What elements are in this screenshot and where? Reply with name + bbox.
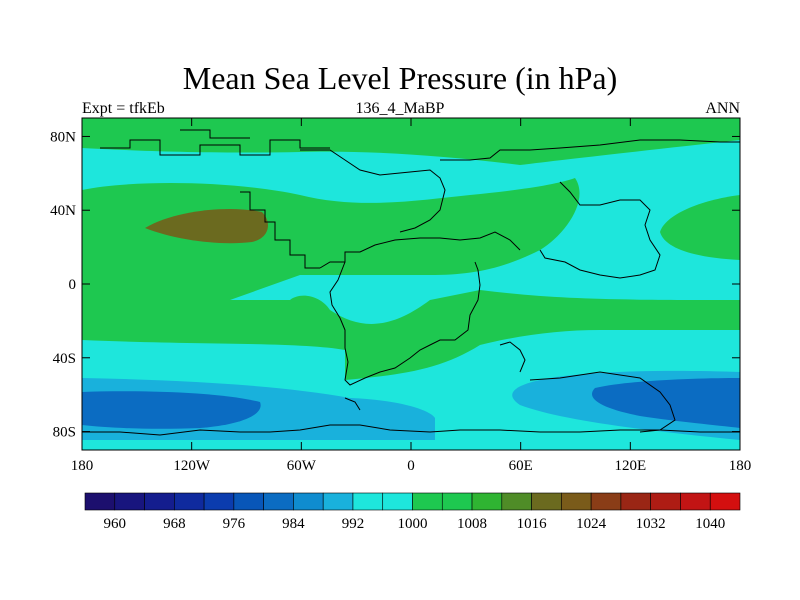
colorbar-label: 976 bbox=[223, 516, 246, 532]
colorbar-swatch bbox=[590, 492, 622, 511]
season-label: ANN bbox=[705, 100, 740, 117]
colorbar-label: 1024 bbox=[576, 516, 607, 532]
colorbar-swatch bbox=[233, 492, 264, 511]
colorbar-label: 968 bbox=[163, 516, 186, 532]
colorbar-swatch bbox=[531, 492, 562, 511]
colorbar-label: 1008 bbox=[457, 516, 487, 532]
colorbar-swatch bbox=[144, 492, 175, 511]
field-s-ridge bbox=[82, 290, 740, 380]
colorbar-swatch bbox=[352, 492, 384, 511]
x-tick-label: 0 bbox=[407, 458, 415, 474]
chart-title: Mean Sea Level Pressure (in hPa) bbox=[182, 60, 618, 96]
x-tick-label: 180 bbox=[71, 458, 94, 474]
colorbar-swatch bbox=[412, 492, 443, 511]
x-axis: 180 120W 60W 0 60E 120E 180 bbox=[71, 118, 752, 474]
field-n-pacific-high bbox=[145, 208, 268, 244]
field-s-low-west bbox=[82, 391, 261, 429]
colorbar-swatch bbox=[620, 492, 651, 511]
coastlines bbox=[82, 129, 740, 436]
y-axis: 80N 40N 0 40S 80S bbox=[50, 129, 740, 441]
colorbar-swatch bbox=[84, 492, 116, 511]
colorbar-swatch bbox=[322, 492, 354, 511]
field-arctic-green bbox=[82, 118, 740, 165]
y-tick-label: 40N bbox=[50, 203, 76, 219]
field-e-ridge bbox=[660, 195, 740, 260]
colorbar-label: 1016 bbox=[517, 516, 548, 532]
colorbar-label: 1032 bbox=[636, 516, 666, 532]
colorbar-label: 992 bbox=[342, 516, 365, 532]
colorbar-swatch bbox=[174, 492, 205, 511]
field-n-ridge bbox=[82, 178, 580, 300]
colorbar: 960 968 976 984 992 1000 1008 1016 1024 1032 1040 bbox=[84, 492, 741, 532]
colorbar-swatch bbox=[561, 492, 592, 511]
field-s-low-east bbox=[592, 378, 740, 428]
colorbar-swatch bbox=[650, 492, 681, 511]
y-tick-label: 80S bbox=[53, 425, 76, 441]
experiment-label: Expt = tfkEb bbox=[82, 100, 165, 117]
y-tick-label: 80N bbox=[50, 129, 76, 145]
x-tick-label: 120W bbox=[173, 458, 211, 474]
colorbar-label: 960 bbox=[104, 516, 127, 532]
colorbar-swatch bbox=[263, 492, 294, 511]
x-tick-label: 60E bbox=[509, 458, 533, 474]
y-tick-label: 40S bbox=[53, 351, 76, 367]
colorbar-label: 984 bbox=[282, 516, 305, 532]
colorbar-swatch bbox=[471, 492, 503, 511]
colorbar-swatch bbox=[709, 492, 741, 511]
colorbar-swatch bbox=[501, 492, 532, 511]
colorbar-swatch bbox=[114, 492, 145, 511]
y-tick-label: 0 bbox=[69, 277, 77, 293]
colorbar-swatch bbox=[441, 492, 473, 511]
colorbar-swatch bbox=[680, 492, 711, 511]
x-tick-label: 60W bbox=[287, 458, 317, 474]
colorbar-swatch bbox=[203, 492, 235, 511]
x-tick-label: 180 bbox=[729, 458, 752, 474]
time-label: 136_4_MaBP bbox=[355, 100, 445, 117]
x-tick-label: 120E bbox=[614, 458, 646, 474]
colorbar-label: 1000 bbox=[398, 516, 428, 532]
colorbar-swatch bbox=[293, 492, 324, 511]
colorbar-swatch bbox=[382, 492, 413, 511]
colorbar-label: 1040 bbox=[695, 516, 725, 532]
